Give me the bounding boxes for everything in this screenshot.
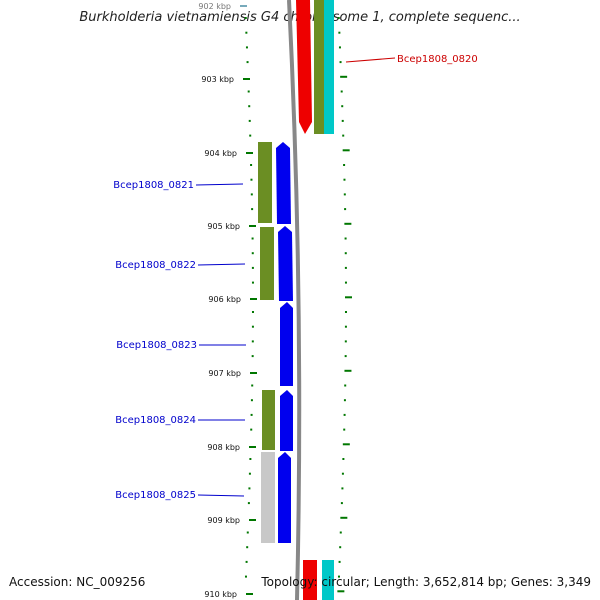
ruler-label: 906 kbp — [208, 295, 241, 304]
label-Bcep1808_0823[interactable]: Bcep1808_0823 — [116, 340, 197, 351]
feature-olive-1[interactable] — [258, 142, 272, 223]
feature-group-bottom — [303, 560, 334, 600]
gene-Bcep1808_0824[interactable] — [280, 390, 293, 451]
label-Bcep1808_0822[interactable]: Bcep1808_0822 — [115, 260, 196, 271]
tick-track-left — [244, 17, 254, 578]
ruler-label: 902 kbp — [198, 2, 231, 11]
feature-olive-2[interactable] — [260, 227, 274, 300]
leader-lines — [195, 183, 246, 497]
feature-teal-bottom[interactable] — [322, 560, 334, 600]
ruler-label: 908 kbp — [207, 443, 240, 452]
label-Bcep1808_0824[interactable]: Bcep1808_0824 — [115, 415, 196, 426]
ruler-label: 905 kbp — [207, 222, 240, 231]
leader-Bcep1808_0825 — [197, 494, 245, 497]
leader-Bcep1808_0820 — [345, 57, 396, 63]
feature-olive-3[interactable] — [262, 390, 275, 450]
gene-group-reverse — [276, 142, 293, 543]
label-Bcep1808_0820[interactable]: Bcep1808_0820 — [397, 54, 478, 65]
ruler-label: 909 kbp — [207, 516, 240, 525]
leader-Bcep1808_0822 — [197, 263, 246, 266]
leader-Bcep1808_0821 — [195, 183, 244, 186]
label-Bcep1808_0825[interactable]: Bcep1808_0825 — [115, 490, 196, 501]
gene-Bcep1808_0821[interactable] — [276, 142, 291, 224]
ruler-label: 904 kbp — [204, 149, 237, 158]
feature-red-bottom[interactable] — [303, 560, 317, 600]
label-Bcep1808_0821[interactable]: Bcep1808_0821 — [113, 180, 194, 191]
feature-grey-1[interactable] — [261, 452, 275, 543]
ruler-label: 903 kbp — [201, 75, 234, 84]
feature-olive-top[interactable] — [314, 0, 324, 134]
gene-labels: Bcep1808_0820 Bcep1808_0821 Bcep1808_082… — [113, 54, 478, 501]
feature-teal-top[interactable] — [322, 0, 334, 134]
ruler-label: 910 kbp — [204, 590, 237, 599]
ruler-label: 907 kbp — [208, 369, 241, 378]
topology-summary: Topology: circular; Length: 3,652,814 bp… — [261, 575, 591, 589]
tick-track-right — [337, 17, 352, 593]
gene-Bcep1808_0822[interactable] — [278, 226, 293, 301]
accession-text: Accession: NC_009256 — [9, 575, 146, 589]
gene-Bcep1808_0825[interactable] — [278, 452, 291, 543]
feature-group-left — [258, 142, 275, 543]
ruler: 902 kbp 903 kbp 904 kbp 905 kbp 906 kbp 907 k… — [198, 2, 257, 599]
gene-Bcep1808_0823[interactable] — [280, 302, 293, 386]
gene-Bcep1808_0820[interactable] — [296, 0, 312, 134]
feature-group-top — [296, 0, 396, 134]
backbone-arc — [287, 0, 302, 600]
